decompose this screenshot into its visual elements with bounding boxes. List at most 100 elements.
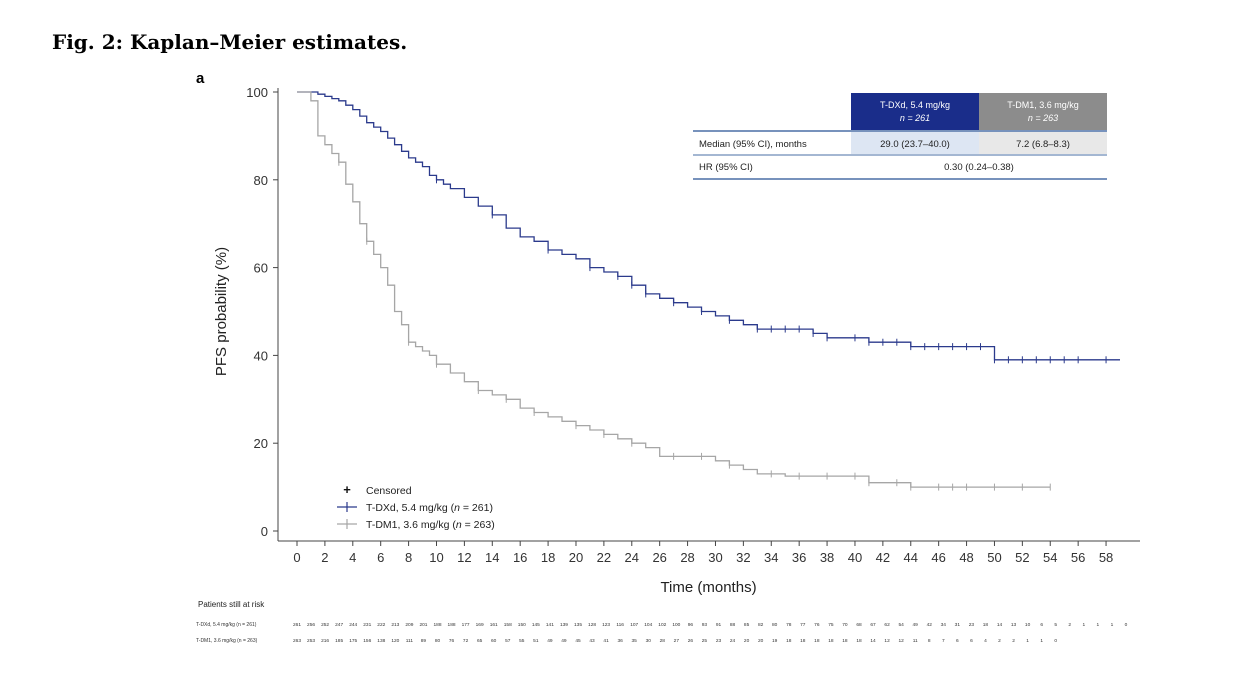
risk-value-tdxd: 107	[630, 622, 638, 628]
tdxd-median-bg	[851, 132, 979, 154]
risk-value-tdxd: 139	[560, 622, 568, 628]
risk-value-tdm1: 65	[477, 638, 483, 644]
risk-value-tdm1: 26	[688, 638, 694, 644]
legend: + Censored T-DXd, 5.4 mg/kg (n = 261) T-…	[337, 482, 495, 531]
risk-value-tdm1: 55	[519, 638, 525, 644]
risk-value-tdm1: 25	[702, 638, 708, 644]
risk-value-tdxd: 247	[335, 622, 343, 628]
risk-value-tdxd: 13	[1011, 622, 1017, 628]
risk-value-tdxd: 6	[1040, 622, 1043, 628]
risk-value-tdxd: 49	[913, 622, 919, 628]
risk-value-tdm1: 49	[561, 638, 567, 644]
risk-value-tdm1: 20	[744, 638, 750, 644]
risk-value-tdm1: 36	[617, 638, 623, 644]
risk-value-tdxd: 75	[828, 622, 834, 628]
risk-value-tdxd: 23	[969, 622, 975, 628]
censored-legend-label: Censored	[366, 485, 412, 497]
x-tick-label: 32	[736, 550, 750, 565]
risk-value-tdm1: 216	[321, 638, 329, 644]
x-tick-label: 28	[680, 550, 694, 565]
risk-value-tdm1: 19	[772, 638, 778, 644]
x-tick-label: 36	[792, 550, 806, 565]
tdm1-header-bg	[979, 93, 1107, 130]
censored-legend-symbol: +	[343, 482, 351, 497]
risk-value-tdm1: 80	[435, 638, 441, 644]
risk-value-tdxd: 31	[955, 622, 961, 628]
risk-value-tdm1: 60	[491, 638, 497, 644]
risk-value-tdxd: 1	[1111, 622, 1114, 628]
risk-value-tdxd: 158	[504, 622, 512, 628]
risk-value-tdxd: 209	[405, 622, 413, 628]
risk-value-tdxd: 169	[476, 622, 484, 628]
risk-value-tdxd: 68	[856, 622, 862, 628]
risk-value-tdxd: 201	[419, 622, 427, 628]
risk-value-tdm1: 18	[828, 638, 834, 644]
risk-value-tdxd: 116	[616, 622, 624, 628]
risk-row-label-tdxd: T-DXd, 5.4 mg/kg (n = 261)	[196, 622, 257, 628]
risk-value-tdm1: 0	[1054, 638, 1057, 644]
tdxd-legend-swatch	[337, 502, 357, 512]
risk-value-tdm1: 4	[984, 638, 987, 644]
risk-value-tdxd: 91	[716, 622, 722, 628]
risk-value-tdxd: 42	[927, 622, 933, 628]
x-tick-label: 34	[764, 550, 778, 565]
risk-value-tdxd: 34	[941, 622, 947, 628]
axes: 0 2 4 6 8 10 12 14 16 18 20 22 24 26 28 30 32 34 36 38 40 42 4…	[213, 85, 1140, 596]
x-tick-label: 20	[569, 550, 583, 565]
x-axis-label: Time (months)	[660, 579, 756, 596]
risk-value-tdxd: 141	[546, 622, 554, 628]
risk-value-tdxd: 1	[1082, 622, 1085, 628]
risk-value-tdm1: 45	[575, 638, 581, 644]
risk-value-tdxd: 100	[672, 622, 680, 628]
risk-value-tdm1: 2	[998, 638, 1001, 644]
risk-value-tdxd: 188	[448, 622, 456, 628]
x-tick-label: 54	[1043, 550, 1057, 565]
y-tick-label: 40	[254, 348, 268, 363]
tdxd-header-line2: n = 261	[900, 113, 930, 123]
risk-value-tdxd: 88	[730, 622, 736, 628]
risk-value-tdxd: 261	[293, 622, 301, 628]
panel-label: a	[196, 70, 205, 87]
risk-value-tdxd: 222	[377, 622, 385, 628]
risk-value-tdxd: 252	[321, 622, 329, 628]
risk-value-tdxd: 10	[1025, 622, 1031, 628]
y-tick-label: 100	[246, 85, 268, 100]
risk-value-tdxd: 54	[898, 622, 904, 628]
risk-value-tdm1: 41	[603, 638, 609, 644]
risk-value-tdm1: 72	[463, 638, 469, 644]
risk-value-tdm1: 6	[956, 638, 959, 644]
risk-value-tdxd: 104	[644, 622, 652, 628]
risk-value-tdm1: 51	[533, 638, 539, 644]
risk-value-tdxd: 231	[363, 622, 371, 628]
x-tick-label: 26	[652, 550, 666, 565]
risk-value-tdm1: 49	[547, 638, 553, 644]
y-tick-label: 0	[261, 524, 268, 539]
risk-value-tdm1: 24	[730, 638, 736, 644]
risk-value-tdm1: 12	[884, 638, 890, 644]
risk-value-tdm1: 1	[1026, 638, 1029, 644]
risk-value-tdxd: 85	[744, 622, 750, 628]
tdxd-median-value: 29.0 (23.7–40.0)	[880, 139, 950, 150]
tdm1-median-value: 7.2 (6.8–8.3)	[1016, 139, 1070, 150]
risk-value-tdxd: 0	[1125, 622, 1128, 628]
risk-value-tdm1: 138	[377, 638, 385, 644]
hr-value: 0.30 (0.24–0.38)	[944, 162, 1014, 173]
risk-value-tdxd: 76	[814, 622, 820, 628]
summary-table: T-DXd, 5.4 mg/kg n = 261 T-DM1, 3.6 mg/k…	[693, 93, 1107, 180]
risk-value-tdxd: 18	[983, 622, 989, 628]
risk-value-tdxd: 80	[772, 622, 778, 628]
risk-value-tdxd: 70	[842, 622, 848, 628]
x-tick-label: 38	[820, 550, 834, 565]
risk-value-tdm1: 20	[758, 638, 764, 644]
risk-value-tdm1: 89	[421, 638, 427, 644]
risk-value-tdm1: 185	[335, 638, 343, 644]
risk-value-tdm1: 7	[942, 638, 945, 644]
tdm1-legend-swatch	[337, 519, 357, 529]
risk-value-tdxd: 150	[518, 622, 526, 628]
x-tick-label: 24	[625, 550, 639, 565]
risk-value-tdm1: 263	[293, 638, 301, 644]
risk-value-tdxd: 102	[658, 622, 666, 628]
tdm1-median-bg	[979, 132, 1107, 154]
risk-value-tdxd: 82	[758, 622, 764, 628]
